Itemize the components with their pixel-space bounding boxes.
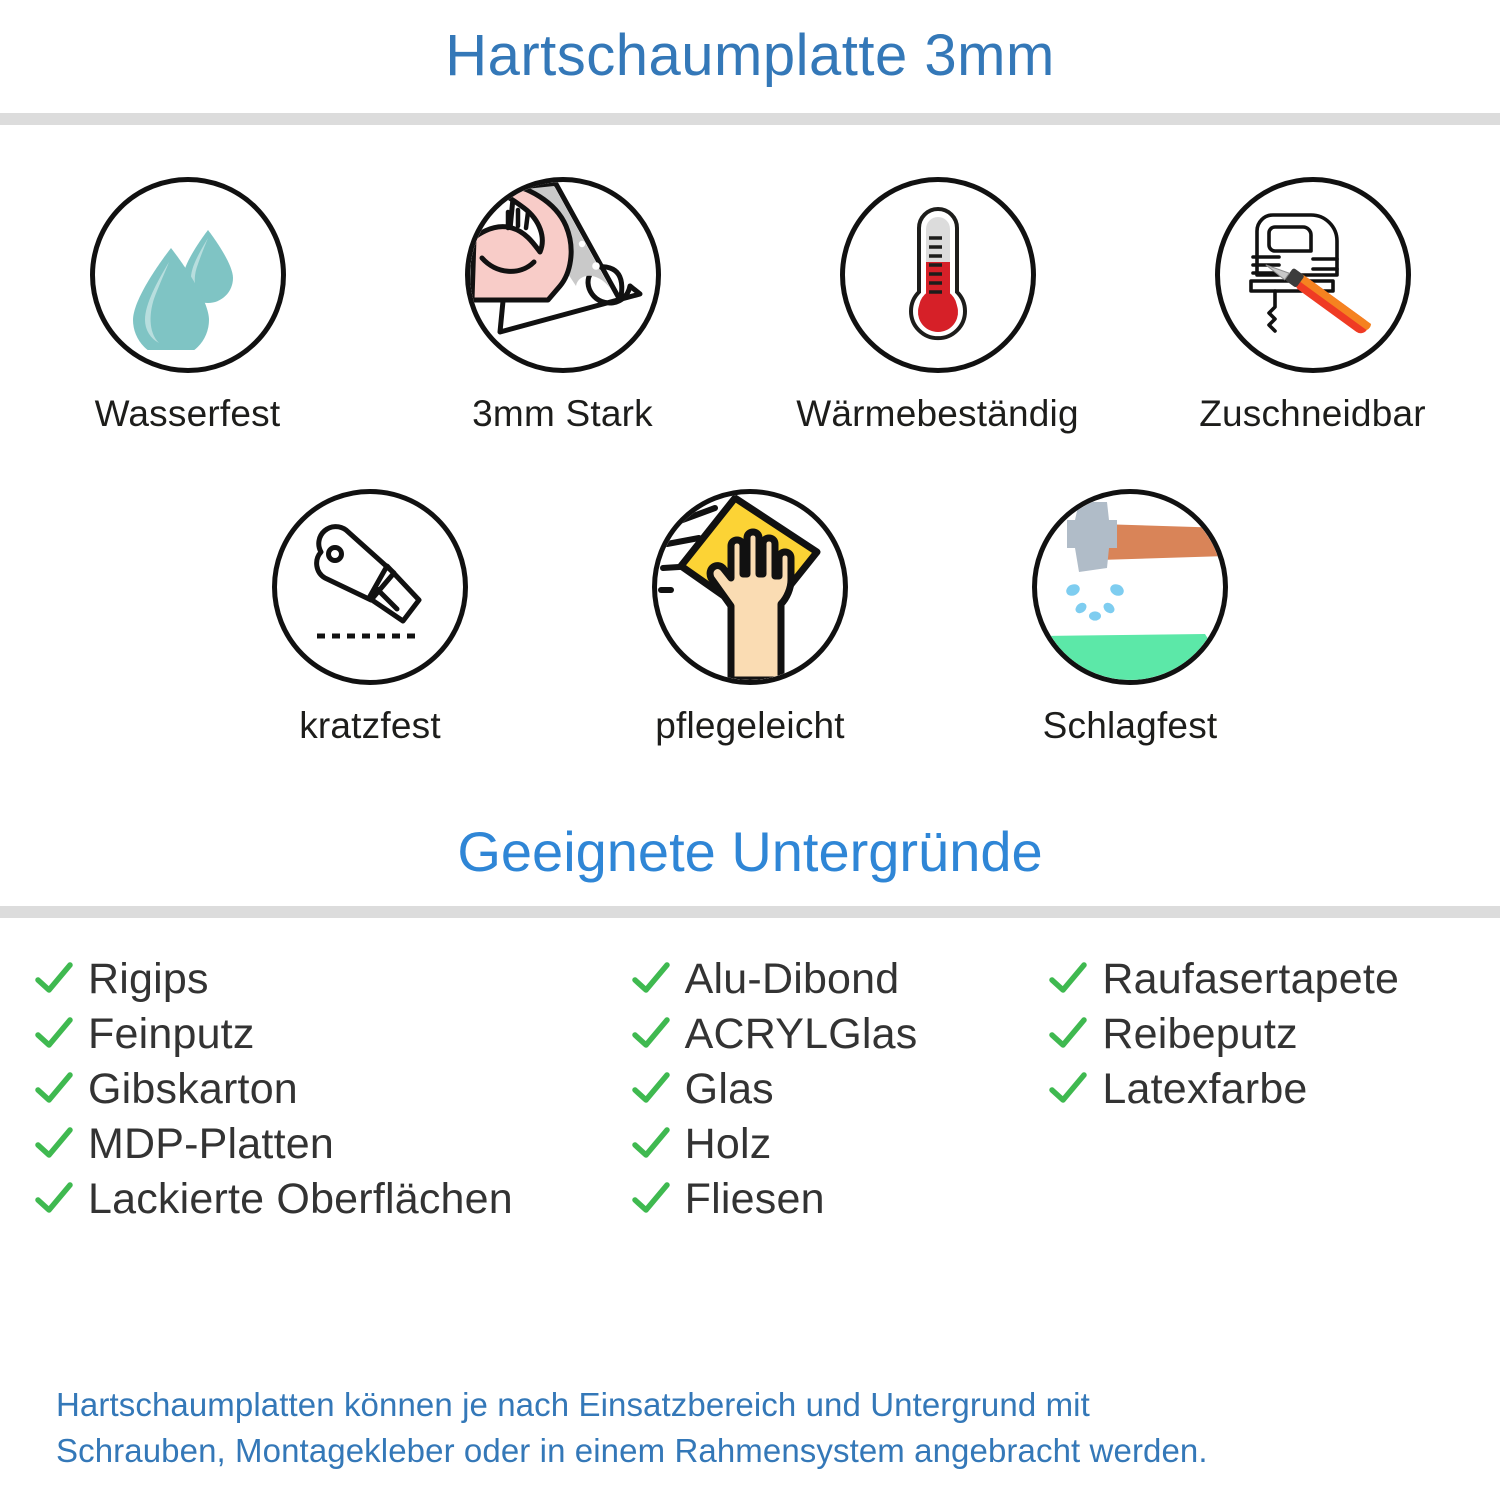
list-item[interactable]: Lackierte Oberflächen [34,1172,631,1227]
list-item-label: Fliesen [684,1174,825,1223]
feature-grid: Wasserfest [0,125,1500,747]
substrates-column-1: Rigips Feinputz Gibskarton MDP-Platten L… [34,952,631,1227]
substrates-column-3: Raufasertapete Reibeputz Latexfarbe [1048,952,1466,1117]
substrates-header: Geeignete Untergründe [0,819,1500,883]
list-item[interactable]: Raufasertapete [1048,952,1466,1007]
list-item[interactable]: MDP-Platten [34,1117,631,1172]
feature-badge [1214,176,1411,373]
check-icon [631,962,670,993]
feature-pflegeleicht[interactable]: pflegeleicht [560,488,940,747]
check-icon [631,1127,670,1158]
scraper-blade-icon [291,508,449,666]
feature-kratzfest[interactable]: kratzfest [180,488,560,747]
check-icon [631,1017,670,1048]
feature-label: pflegeleicht [655,704,845,746]
list-item-label: Rigips [88,954,209,1003]
divider-top [0,112,1500,125]
footer-note: Hartschaumplatten können je nach Einsatz… [56,1382,1460,1473]
page-title: Hartschaumplatte 3mm [445,23,1055,88]
list-item-label: ACRYLGlas [684,1009,918,1058]
feature-badge [1032,488,1228,685]
list-item-label: Reibeputz [1102,1009,1298,1058]
list-item-label: Glas [684,1064,774,1113]
feature-badge [89,176,286,373]
divider-mid [0,905,1500,918]
list-item[interactable]: Fliesen [631,1172,1049,1227]
list-item[interactable]: Latexfarbe [1048,1062,1466,1117]
list-item[interactable]: Feinputz [34,1007,631,1062]
feature-zuschneidbar[interactable]: Zuschneidbar [1125,176,1500,435]
check-icon [35,1017,73,1048]
check-icon [631,1182,670,1213]
page-header: Hartschaumplatte 3mm [0,0,1500,87]
feature-wasserfest[interactable]: Wasserfest [0,176,375,435]
check-icon [35,1127,73,1158]
list-item-label: Alu-Dibond [684,954,900,1003]
water-drops-icon [113,200,263,350]
feature-row-1: Wasserfest [0,176,1500,435]
list-item[interactable]: ACRYLGlas [631,1007,1049,1062]
list-item[interactable]: Alu-Dibond [631,952,1049,1007]
list-item-label: Holz [684,1119,772,1168]
feature-waermebestaendig[interactable]: Wärmebeständig [750,176,1125,435]
feature-label: Zuschneidbar [1199,392,1426,434]
feature-label: Schlagfest [1042,704,1218,746]
feature-label: Wasserfest [94,392,281,434]
check-icon [35,1072,73,1103]
flexed-bicep-icon [469,181,656,368]
thermometer-icon [863,200,1013,350]
check-icon [1049,1017,1088,1048]
list-item[interactable]: Reibeputz [1048,1007,1466,1062]
list-item-label: Gibskarton [88,1064,298,1113]
list-item-label: Lackierte Oberflächen [88,1174,513,1223]
list-item[interactable]: Glas [631,1062,1049,1117]
jigsaw-cutter-icon [1233,195,1393,355]
list-item-label: Feinputz [88,1009,255,1058]
feature-row-2: kratzfest [0,488,1500,747]
hand-wiping-cloth-icon [657,494,843,680]
list-item[interactable]: Rigips [34,952,631,1007]
list-item-label: Raufasertapete [1102,954,1400,1003]
feature-3mm-stark[interactable]: 3mm Stark [375,176,750,435]
substrates-title: Geeignete Untergründe [457,819,1043,883]
feature-schlagfest[interactable]: Schlagfest [940,488,1320,747]
feature-label: 3mm Stark [472,392,653,434]
check-icon [35,1182,73,1213]
check-icon [1049,962,1088,993]
check-icon [1049,1072,1088,1103]
feature-badge [464,176,661,373]
list-item-label: Latexfarbe [1102,1064,1308,1113]
feature-badge [839,176,1036,373]
substrates-column-2: Alu-Dibond ACRYLGlas Glas Holz Fliesen [631,952,1049,1227]
row-spacer [0,435,1500,489]
check-icon [35,962,73,993]
feature-badge [272,488,468,685]
feature-label: kratzfest [299,704,441,746]
list-item[interactable]: Holz [631,1117,1049,1172]
footer-line-2: Schrauben, Montagekleber oder in einem R… [56,1431,1208,1469]
list-item[interactable]: Gibskarton [34,1062,631,1117]
hammer-impact-icon [1037,494,1223,680]
feature-badge [652,488,848,685]
list-item-label: MDP-Platten [88,1119,334,1168]
substrates-list: Rigips Feinputz Gibskarton MDP-Platten L… [0,918,1500,1227]
check-icon [631,1072,670,1103]
footer-line-1: Hartschaumplatten können je nach Einsatz… [56,1386,1090,1423]
feature-label: Wärmebeständig [796,392,1079,434]
